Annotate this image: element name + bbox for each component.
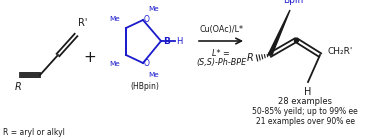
Text: O: O <box>144 15 150 25</box>
Text: L* =: L* = <box>212 49 230 58</box>
Text: Me: Me <box>109 16 120 22</box>
Text: CH₂R': CH₂R' <box>328 48 353 56</box>
Polygon shape <box>268 10 290 55</box>
Text: Bpin: Bpin <box>283 0 303 5</box>
Text: O: O <box>144 58 150 68</box>
Text: H: H <box>176 36 182 45</box>
Text: R: R <box>15 82 22 92</box>
Text: 28 examples: 28 examples <box>278 97 332 106</box>
Text: R = aryl or alkyl: R = aryl or alkyl <box>3 128 65 137</box>
Text: 50-85% yeild; up to 99% ee: 50-85% yeild; up to 99% ee <box>252 107 358 116</box>
Text: +: + <box>84 51 96 65</box>
Text: B: B <box>163 36 170 45</box>
Text: 21 examples over 90% ee: 21 examples over 90% ee <box>256 117 355 126</box>
Text: Cu(OAc)/L*: Cu(OAc)/L* <box>199 25 243 34</box>
Text: R': R' <box>78 18 87 28</box>
Text: (S,S)-Ph-BPE: (S,S)-Ph-BPE <box>196 58 246 67</box>
Text: R: R <box>246 53 253 63</box>
Text: Me: Me <box>148 72 159 78</box>
Text: Me: Me <box>148 6 159 12</box>
Text: Me: Me <box>109 61 120 67</box>
Text: H: H <box>304 87 312 97</box>
Text: (HBpin): (HBpin) <box>130 82 160 91</box>
